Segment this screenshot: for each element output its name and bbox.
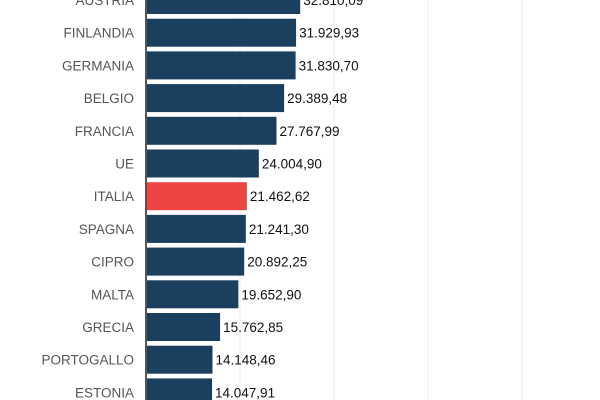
value-label: 32.810,09	[303, 0, 363, 8]
value-label: 27.767,99	[280, 124, 340, 139]
bar-ue	[147, 149, 259, 178]
bar-austria	[147, 0, 301, 14]
value-label: 19.652,90	[241, 287, 301, 302]
category-label: GERMANIA	[62, 58, 134, 73]
value-label: 29.389,48	[287, 91, 347, 106]
category-label: MALTA	[91, 287, 134, 302]
bar-malta	[147, 280, 239, 309]
category-label: CIPRO	[91, 255, 134, 270]
value-label: 24.004,90	[262, 157, 322, 172]
category-label: GRECIA	[82, 320, 134, 335]
category-label: SPAGNA	[79, 222, 134, 237]
category-label: FRANCIA	[75, 124, 134, 139]
category-label: PORTOGALLO	[41, 353, 134, 368]
value-label: 31.929,93	[299, 26, 359, 41]
value-label: 14.148,46	[215, 353, 275, 368]
category-label: AUSTRIA	[75, 0, 134, 8]
value-label: 21.462,62	[250, 189, 310, 204]
value-label: 31.830,70	[299, 58, 359, 73]
category-label: FINLANDIA	[63, 26, 134, 41]
value-label: 20.892,25	[247, 255, 307, 270]
value-label: 21.241,30	[249, 222, 309, 237]
bar-italia	[147, 182, 247, 211]
category-label: UE	[115, 157, 134, 172]
bar-germania	[147, 51, 296, 80]
value-label: 14.047,91	[215, 385, 275, 400]
category-label: BELGIO	[84, 91, 134, 106]
bar-belgio	[147, 84, 285, 113]
bar-finlandia	[147, 18, 297, 47]
bar-portogallo	[147, 345, 213, 374]
bar-estonia	[147, 378, 213, 400]
value-label: 15.762,85	[223, 320, 283, 335]
bar-francia	[147, 116, 277, 145]
bar-cipro	[147, 247, 245, 276]
category-label: ESTONIA	[75, 385, 134, 400]
category-label: ITALIA	[94, 189, 134, 204]
bar-grecia	[147, 313, 221, 341]
bar-spagna	[147, 214, 246, 243]
